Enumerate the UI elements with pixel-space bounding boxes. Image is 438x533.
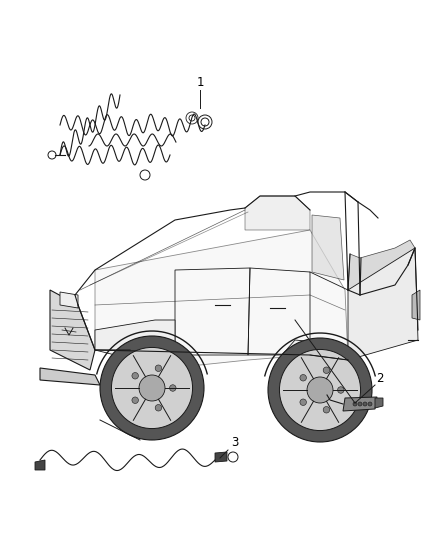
Circle shape [100,336,204,440]
Circle shape [139,375,165,401]
Circle shape [279,350,360,431]
Circle shape [155,365,162,372]
Circle shape [155,405,162,411]
Polygon shape [40,368,100,385]
Text: 1: 1 [196,76,204,88]
Circle shape [368,402,372,406]
Polygon shape [343,397,377,411]
Polygon shape [412,290,420,320]
Text: 2: 2 [376,372,384,384]
Circle shape [268,338,372,442]
Polygon shape [282,340,350,365]
Polygon shape [348,240,415,295]
Polygon shape [348,248,418,360]
Circle shape [132,373,138,379]
Circle shape [300,375,307,381]
Polygon shape [95,320,175,360]
Polygon shape [50,290,95,370]
Circle shape [363,402,367,406]
Polygon shape [312,215,344,280]
Polygon shape [95,230,348,365]
Circle shape [132,397,138,403]
Polygon shape [60,292,78,308]
Polygon shape [35,460,45,470]
Polygon shape [375,398,383,408]
Circle shape [353,402,357,406]
Circle shape [323,407,330,413]
Circle shape [338,387,344,393]
Circle shape [307,377,333,403]
Polygon shape [215,452,227,462]
Circle shape [111,348,193,429]
Circle shape [358,402,362,406]
Text: 3: 3 [231,437,239,449]
Circle shape [300,399,307,406]
Circle shape [323,367,330,374]
Polygon shape [245,196,310,230]
Circle shape [170,385,176,391]
